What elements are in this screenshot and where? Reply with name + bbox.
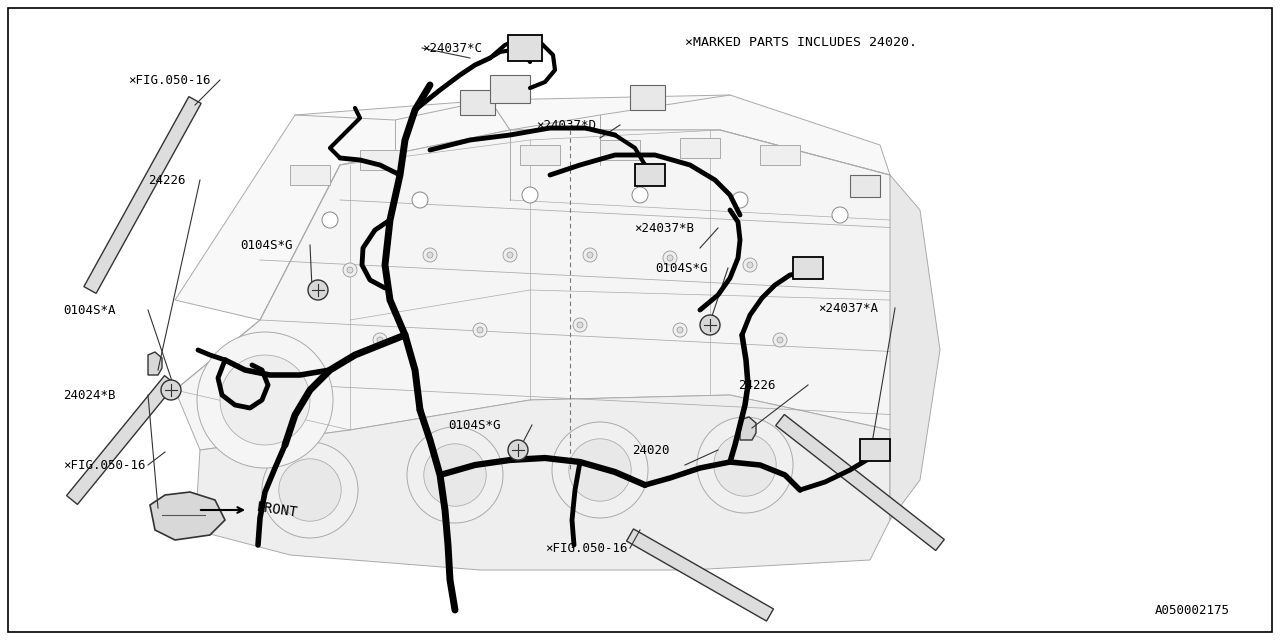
FancyBboxPatch shape [860, 439, 890, 461]
Bar [360, 150, 401, 170]
Circle shape [343, 263, 357, 277]
Polygon shape [776, 415, 945, 550]
Text: 24020: 24020 [632, 444, 669, 456]
Bar [630, 85, 666, 110]
Text: ×MARKED PARTS INCLUDES 24020.: ×MARKED PARTS INCLUDES 24020. [685, 35, 916, 49]
Circle shape [582, 248, 596, 262]
Bar [760, 145, 800, 165]
Circle shape [700, 315, 721, 335]
Text: 0104S*G: 0104S*G [448, 419, 500, 431]
Circle shape [220, 355, 310, 445]
Circle shape [422, 248, 436, 262]
Polygon shape [148, 352, 163, 375]
Polygon shape [195, 395, 890, 570]
Polygon shape [740, 417, 756, 440]
Circle shape [262, 442, 358, 538]
Circle shape [378, 337, 383, 343]
Text: ×FIG.050-16: ×FIG.050-16 [128, 74, 210, 86]
Bar [600, 140, 640, 160]
Circle shape [279, 459, 342, 521]
Circle shape [667, 255, 673, 261]
Text: ×24037*C: ×24037*C [422, 42, 483, 54]
Text: 0104S*A: 0104S*A [63, 303, 115, 317]
Circle shape [424, 444, 486, 506]
Text: 24024*B: 24024*B [63, 388, 115, 401]
Text: ×24037*A: ×24037*A [818, 301, 878, 314]
Polygon shape [67, 376, 175, 504]
Circle shape [522, 187, 538, 203]
Text: 0104S*G: 0104S*G [241, 239, 293, 252]
Circle shape [508, 440, 529, 460]
Polygon shape [626, 529, 773, 621]
Bar [520, 145, 561, 165]
Text: A050002175: A050002175 [1155, 604, 1230, 616]
Text: FRONT: FRONT [255, 500, 298, 520]
Circle shape [477, 327, 483, 333]
Circle shape [507, 252, 513, 258]
Circle shape [588, 252, 593, 258]
Circle shape [673, 323, 687, 337]
Circle shape [347, 267, 353, 273]
Text: ×24037*B: ×24037*B [634, 221, 694, 234]
Circle shape [308, 280, 328, 300]
Circle shape [552, 422, 648, 518]
Text: ×FIG.050-16: ×FIG.050-16 [545, 541, 627, 554]
Circle shape [732, 192, 748, 208]
Circle shape [474, 323, 486, 337]
Circle shape [428, 252, 433, 258]
Bar [490, 75, 530, 103]
Circle shape [577, 322, 582, 328]
Bar [680, 138, 721, 158]
Circle shape [197, 332, 333, 468]
Circle shape [573, 318, 588, 332]
Polygon shape [150, 492, 225, 540]
Circle shape [407, 427, 503, 523]
Circle shape [412, 192, 428, 208]
Circle shape [777, 337, 783, 343]
Polygon shape [84, 97, 201, 293]
Circle shape [677, 327, 684, 333]
Text: 0104S*G: 0104S*G [655, 262, 708, 275]
Circle shape [773, 333, 787, 347]
FancyBboxPatch shape [508, 35, 541, 61]
Text: ×24037*D: ×24037*D [536, 118, 596, 131]
Text: 24226: 24226 [739, 378, 776, 392]
Circle shape [832, 207, 849, 223]
Circle shape [161, 380, 180, 400]
Polygon shape [175, 130, 900, 450]
Bar [850, 175, 881, 197]
Circle shape [748, 262, 753, 268]
Polygon shape [890, 175, 940, 520]
Circle shape [698, 417, 794, 513]
Circle shape [503, 248, 517, 262]
Circle shape [663, 251, 677, 265]
Circle shape [568, 439, 631, 501]
Bar [460, 90, 495, 115]
Circle shape [632, 187, 648, 203]
Polygon shape [490, 95, 890, 175]
FancyBboxPatch shape [794, 257, 823, 279]
Circle shape [372, 333, 387, 347]
Text: ×FIG.050-16: ×FIG.050-16 [63, 458, 146, 472]
Circle shape [714, 434, 776, 496]
Bar [291, 165, 330, 185]
Circle shape [323, 212, 338, 228]
Circle shape [742, 258, 756, 272]
Polygon shape [175, 100, 509, 320]
Text: 24226: 24226 [148, 173, 186, 186]
FancyBboxPatch shape [635, 164, 666, 186]
